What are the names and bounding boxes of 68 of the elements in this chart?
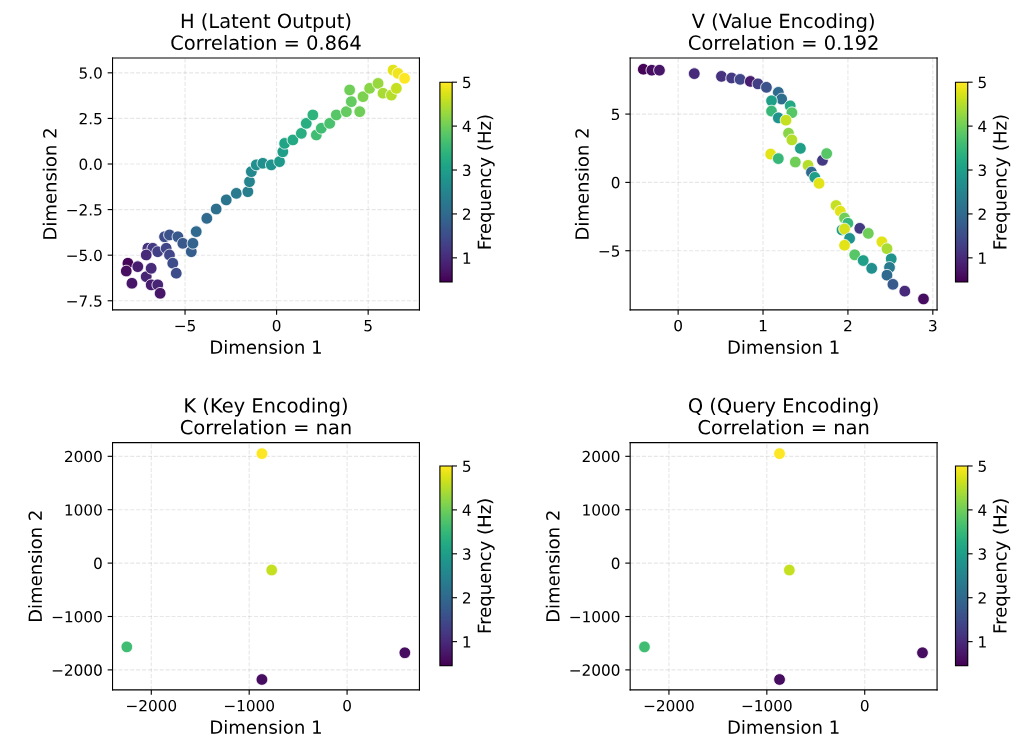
y-tick-label: −7.5 bbox=[67, 295, 102, 307]
x-tick-label: 1 bbox=[759, 320, 767, 332]
x-tick-label: 5 bbox=[364, 320, 372, 332]
color-bar-label: 3 bbox=[463, 164, 471, 177]
color-bar-label: 4 bbox=[978, 120, 987, 132]
x-tick-label: −2000 bbox=[127, 699, 177, 712]
x-axis-title: Dimension 1 bbox=[211, 339, 321, 354]
x-tick-label: −2000 bbox=[644, 699, 694, 712]
chart-title: Q (Query Encoding) Correlation = nan bbox=[688, 397, 878, 435]
color-bar-label: 1 bbox=[463, 252, 471, 264]
color-bar-label: 3 bbox=[978, 164, 986, 177]
color-bar-label: 1 bbox=[463, 636, 471, 648]
y-tick-label: 0.0 bbox=[79, 158, 102, 171]
y-tick-label: 2000 bbox=[65, 450, 102, 463]
color-bar-label: 4 bbox=[978, 504, 987, 516]
color-bar-title: Frequency (Hz) bbox=[992, 115, 1011, 249]
x-axis-title: Dimension 1 bbox=[211, 719, 321, 734]
x-tick-label: 2 bbox=[844, 319, 852, 332]
y-tick-label: 0 bbox=[611, 176, 620, 189]
y-tick-label: 1000 bbox=[65, 504, 102, 516]
color-bar-label: 1 bbox=[979, 252, 986, 264]
color-bar-label: 2 bbox=[463, 592, 471, 604]
y-tick-label: −1000 bbox=[52, 610, 102, 623]
color-bar-title: Frequency (Hz) bbox=[477, 499, 495, 633]
color-bar-title: Frequency (Hz) bbox=[477, 115, 495, 249]
y-tick-label: −5 bbox=[599, 245, 620, 257]
color-bar-label: 4 bbox=[462, 504, 471, 516]
y-tick-label: −5.0 bbox=[67, 249, 102, 262]
y-axis-title: Dimension 2 bbox=[42, 129, 57, 239]
y-axis-title: Dimension 2 bbox=[545, 511, 560, 622]
y-tick-label: 5 bbox=[611, 108, 620, 121]
color-bar-title: Frequency (Hz) bbox=[992, 499, 1011, 633]
color-bar-label: 4 bbox=[462, 120, 471, 132]
color-bar-label: 1 bbox=[979, 636, 986, 648]
y-tick-label: 2000 bbox=[582, 450, 620, 463]
chart-title: V (Value Encoding) Correlation = 0.192 bbox=[688, 13, 878, 50]
x-tick-label: −1000 bbox=[224, 699, 275, 712]
color-bar-label: 2 bbox=[463, 208, 471, 220]
chart-title: K (Key Encoding) Correlation = nan bbox=[180, 397, 351, 435]
y-tick-label: 1000 bbox=[583, 504, 620, 516]
x-tick-label: 3 bbox=[929, 319, 937, 332]
y-tick-label: 2.5 bbox=[79, 112, 102, 125]
x-tick-label: 0 bbox=[343, 699, 351, 712]
color-bar-label: 2 bbox=[978, 592, 986, 604]
color-bar-label: 5 bbox=[463, 76, 471, 89]
y-tick-label: −2000 bbox=[570, 664, 620, 676]
y-tick-label: 5.0 bbox=[79, 67, 102, 79]
y-tick-label: −2000 bbox=[52, 664, 102, 676]
color-bar-label: 3 bbox=[463, 548, 471, 560]
y-tick-label: −1000 bbox=[570, 610, 620, 623]
y-axis-title: Dimension 2 bbox=[574, 129, 589, 239]
x-tick-label: 0 bbox=[674, 319, 682, 332]
y-axis-title: Dimension 2 bbox=[28, 511, 43, 622]
x-axis-title: Dimension 1 bbox=[728, 719, 839, 734]
color-bar-label: 2 bbox=[978, 208, 986, 220]
chart-title: H (Latent Output) Correlation = 0.864 bbox=[171, 13, 361, 50]
y-tick-label: −2.5 bbox=[67, 204, 102, 216]
y-tick-label: 0 bbox=[611, 557, 620, 570]
x-tick-label: 0 bbox=[860, 699, 869, 712]
color-bar-label: 5 bbox=[978, 76, 986, 89]
x-axis-title: Dimension 1 bbox=[728, 339, 839, 354]
x-tick-label: −5 bbox=[175, 320, 195, 332]
x-tick-label: 0 bbox=[272, 319, 281, 332]
color-bar-label: 5 bbox=[463, 460, 471, 472]
y-tick-label: 0 bbox=[94, 557, 102, 570]
color-bar-label: 5 bbox=[978, 460, 986, 472]
color-bar-label: 3 bbox=[978, 548, 986, 560]
x-tick-label: −1000 bbox=[742, 699, 792, 712]
